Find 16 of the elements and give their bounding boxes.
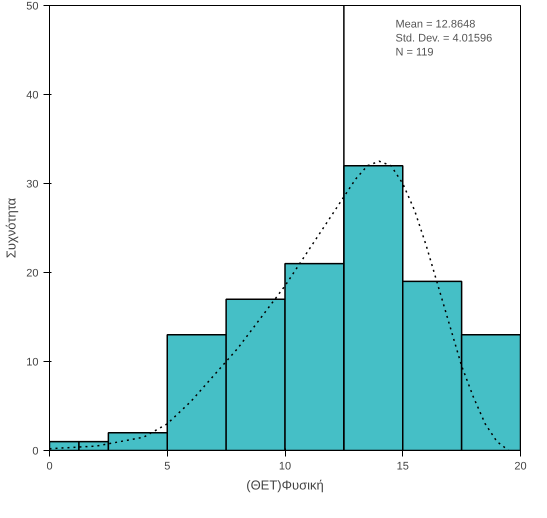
annotation: Mean = 12.8648 (396, 18, 476, 30)
x-tick-label: 20 (514, 460, 527, 472)
x-tick-label: 0 (46, 460, 53, 472)
y-tick-label: 40 (26, 90, 39, 102)
y-tick-label: 20 (26, 268, 39, 280)
y-axis-title: Συχνότητα (3, 197, 18, 258)
y-tick-label: 10 (26, 356, 39, 368)
y-tick-label: 30 (26, 178, 39, 190)
annotation: N = 119 (396, 46, 434, 58)
x-tick-label: 10 (278, 460, 292, 472)
x-tick-label: 5 (164, 460, 170, 472)
x-tick-label: 15 (396, 460, 409, 472)
x-axis-title: (ΘΕΤ)Φυσική (246, 478, 324, 492)
y-tick-label: 50 (26, 0, 39, 12)
y-tick-label: 0 (32, 446, 39, 458)
annotation: Std. Dev. = 4.01596 (396, 32, 492, 44)
